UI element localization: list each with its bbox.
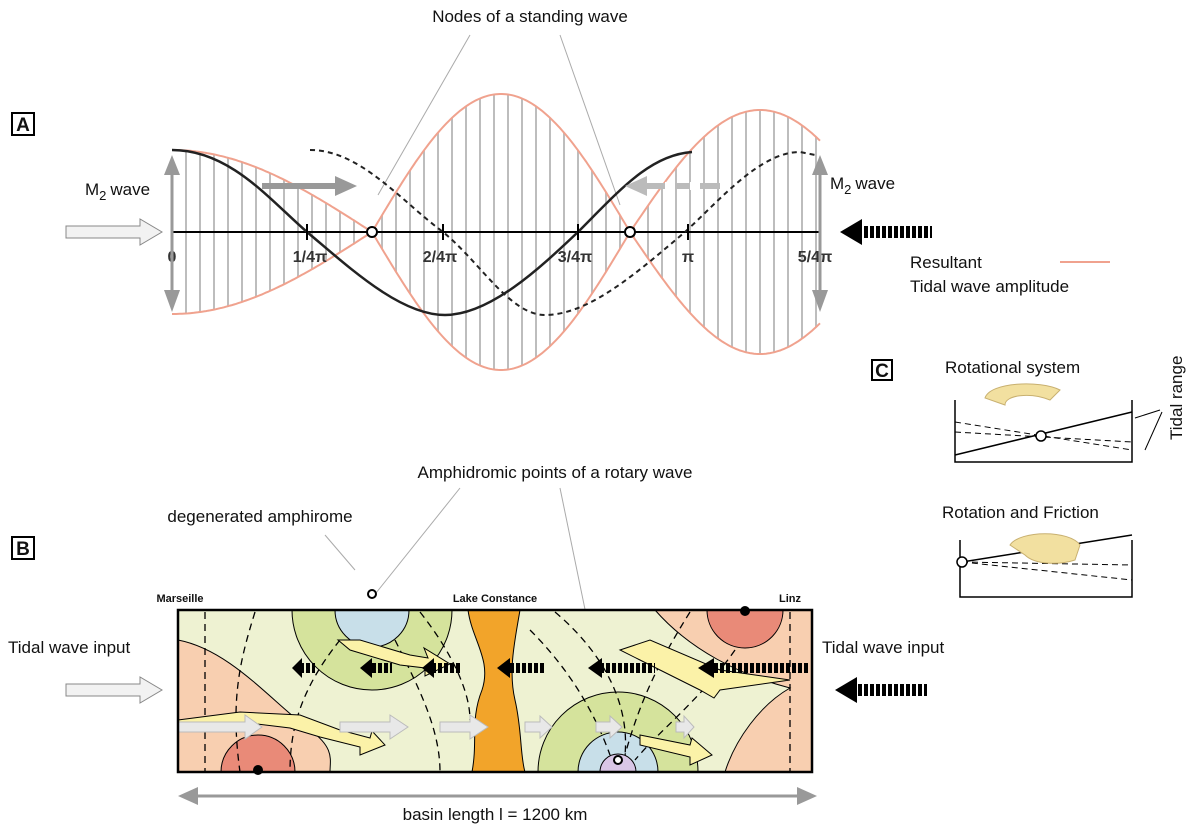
panel-a: A Nodes of a standing wave 0 1/4π 2/4π 3… bbox=[12, 7, 1110, 370]
place: Linz bbox=[779, 593, 801, 605]
caption: Rotation and Friction bbox=[942, 503, 1099, 522]
amphidrome bbox=[614, 756, 622, 764]
axis-label: 2/4π bbox=[423, 249, 458, 266]
pointer bbox=[372, 488, 460, 598]
node bbox=[367, 227, 377, 237]
pointer bbox=[325, 535, 355, 570]
length-label: basin length l = 1200 km bbox=[403, 805, 588, 824]
amphidrome bbox=[368, 590, 376, 598]
panel-b: B Amphidromic points of a rotary wave de… bbox=[8, 463, 944, 824]
input-arrow-hatched bbox=[860, 226, 932, 238]
title: Amphidromic points of a rotary wave bbox=[418, 463, 693, 482]
axis-label: 1/4π bbox=[293, 249, 328, 266]
axis-label: π bbox=[682, 249, 694, 266]
node bbox=[625, 227, 635, 237]
legend-text: Tidal wave amplitude bbox=[910, 277, 1069, 296]
title: Nodes of a standing wave bbox=[432, 7, 628, 26]
input-arrow-hatched bbox=[855, 684, 927, 696]
subtitle: degenerated amphirome bbox=[167, 507, 352, 526]
range-pointer bbox=[1135, 410, 1162, 450]
panel-label: A bbox=[16, 115, 30, 136]
figure: A Nodes of a standing wave 0 1/4π 2/4π 3… bbox=[0, 0, 1186, 827]
caption: Tidal range bbox=[1167, 356, 1186, 440]
input-label: Tidal wave input bbox=[8, 638, 130, 657]
input-arrow bbox=[66, 219, 162, 245]
amphidrome bbox=[1036, 431, 1046, 441]
panel-c: C Rotational system Tidal range Rotation… bbox=[872, 356, 1186, 597]
place: Marseille bbox=[156, 593, 203, 605]
input-label: Tidal wave input bbox=[822, 638, 944, 657]
place: Lake Constance bbox=[453, 593, 537, 605]
panel-label: B bbox=[16, 539, 30, 560]
input-arrowhead bbox=[840, 219, 862, 245]
caption: Rotational system bbox=[945, 358, 1080, 377]
input-arrow bbox=[66, 677, 162, 703]
rotation-icon bbox=[985, 384, 1060, 405]
axis-label: 5/4π bbox=[798, 249, 833, 266]
input-arrowhead bbox=[835, 677, 857, 703]
legend-text: Resultant bbox=[910, 253, 982, 272]
amphidrome bbox=[253, 765, 263, 775]
panel-label: C bbox=[875, 361, 889, 382]
pointer bbox=[560, 35, 620, 205]
axis-label: 3/4π bbox=[558, 249, 593, 266]
amphidrome bbox=[957, 557, 967, 567]
amphidrome bbox=[740, 606, 750, 616]
rotation-icon bbox=[1010, 534, 1080, 564]
